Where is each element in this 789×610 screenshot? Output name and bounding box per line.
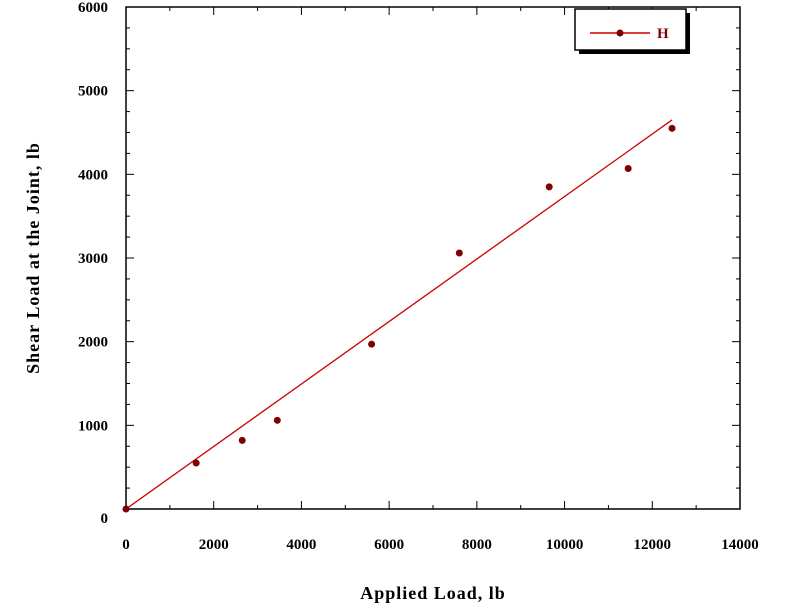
plot-area xyxy=(125,6,741,510)
data-point xyxy=(273,416,281,424)
y-tick-label: 3000 xyxy=(78,251,108,267)
data-point xyxy=(122,505,130,513)
legend: H xyxy=(574,8,690,54)
fit-line xyxy=(125,119,673,510)
data-point xyxy=(545,183,553,191)
y-tick-label: 1000 xyxy=(78,418,108,434)
legend-box xyxy=(574,8,687,51)
y-tick-label: 5000 xyxy=(78,84,108,100)
legend-marker xyxy=(616,29,624,37)
x-tick-label: 2000 xyxy=(199,537,229,553)
y-tick-label: 0 xyxy=(101,511,109,527)
x-tick-label: 8000 xyxy=(462,537,492,553)
x-tick-label: 10000 xyxy=(546,537,584,553)
data-points xyxy=(122,124,676,513)
data-point xyxy=(624,164,632,172)
x-axis-title: Applied Load, lb xyxy=(360,583,506,603)
data-point xyxy=(238,436,246,444)
axis-ticks xyxy=(125,6,741,510)
data-point xyxy=(192,459,200,467)
y-axis-title: Shear Load at the Joint, lb xyxy=(23,142,43,374)
x-tick-label: 6000 xyxy=(374,537,404,553)
fit-line-group xyxy=(125,119,673,510)
y-tick-labels: 0 1000 2000 3000 4000 5000 6000 xyxy=(78,0,108,527)
y-tick-label: 2000 xyxy=(78,335,108,351)
x-tick-label: 14000 xyxy=(721,537,759,553)
legend-label: H xyxy=(657,26,669,42)
x-tick-label: 4000 xyxy=(286,537,316,553)
x-tick-labels: 0 2000 4000 6000 8000 10000 12000 14000 xyxy=(122,537,759,553)
x-tick-label: 12000 xyxy=(634,537,672,553)
data-point xyxy=(668,124,676,132)
y-tick-label: 4000 xyxy=(78,167,108,183)
x-tick-label: 0 xyxy=(122,537,130,553)
data-point xyxy=(455,249,463,257)
y-tick-label: 6000 xyxy=(78,0,108,16)
data-point xyxy=(368,340,376,348)
